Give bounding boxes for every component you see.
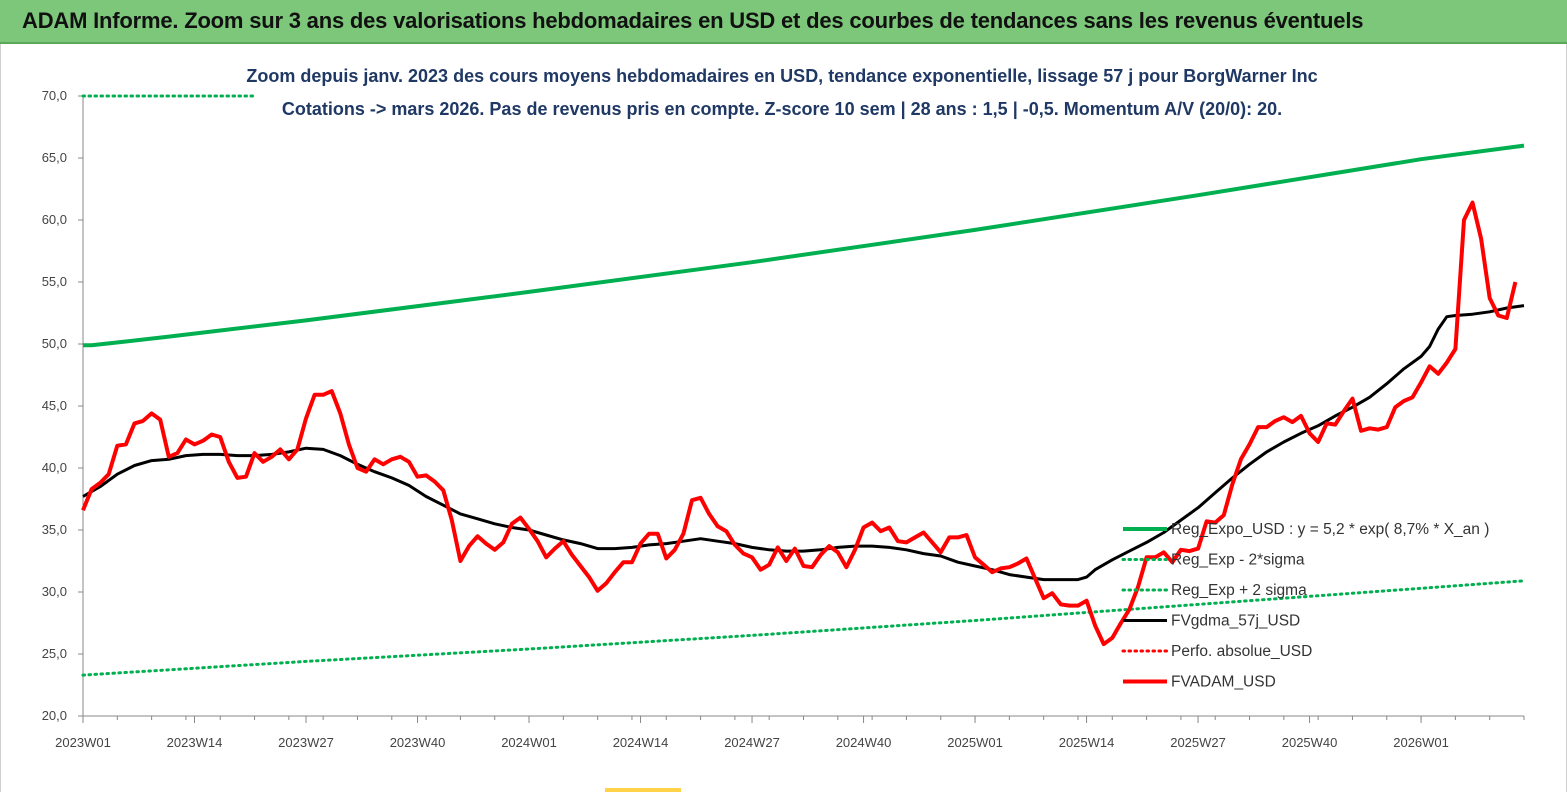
x-tick-label: 2024W14	[613, 735, 669, 750]
line-chart: 20,0 25,0 30,0 35,0 40,0 45,0 50,0 55,0 60,0 65,0…	[42, 58, 1526, 750]
report-banner: ADAM Informe. Zoom sur 3 ans des valoris…	[0, 0, 1567, 44]
y-tick-label: 55,0	[42, 274, 67, 289]
y-tick-label: 35,0	[42, 522, 67, 537]
x-tick-label: 2023W01	[55, 735, 111, 750]
legend-label: FVgdma_57j_USD	[1171, 613, 1300, 630]
legend-label: Reg_Exp + 2 sigma	[1171, 582, 1307, 599]
y-tick-label: 70,0	[42, 88, 67, 103]
y-tick-label: 65,0	[42, 150, 67, 165]
x-tick-label: 2023W40	[390, 735, 446, 750]
axes: 20,0 25,0 30,0 35,0 40,0 45,0 50,0 55,0 60,0 65,0…	[42, 88, 1525, 750]
chart-title-backdrop	[256, 58, 1306, 124]
y-tick-label: 50,0	[42, 336, 67, 351]
series-lines	[81, 94, 1526, 677]
series-line	[83, 143, 1525, 348]
y-tick-label: 40,0	[42, 460, 67, 475]
x-tick-label: 2025W27	[1170, 735, 1226, 750]
y-tick-label: 20,0	[42, 708, 67, 723]
x-tick-label: 2024W27	[724, 735, 780, 750]
x-tick-label: 2024W40	[836, 735, 892, 750]
x-tick-label: 2025W14	[1059, 735, 1115, 750]
y-tick-label: 60,0	[42, 212, 67, 227]
y-tick-label: 30,0	[42, 584, 67, 599]
series-line	[81, 200, 1518, 647]
legend-label: Reg_Exp - 2*sigma	[1171, 552, 1305, 569]
chart-title-line1: Zoom depuis janv. 2023 des cours moyens …	[246, 66, 1317, 86]
x-tick-label: 2023W14	[167, 735, 223, 750]
x-tick-label: 2023W27	[278, 735, 334, 750]
x-tick-label: 2025W40	[1282, 735, 1338, 750]
y-tick-label: 25,0	[42, 646, 67, 661]
chart-title-line2: Cotations -> mars 2026. Pas de revenus p…	[282, 99, 1282, 119]
x-tick-label: 2026W01	[1393, 735, 1449, 750]
x-tick-label: 2024W01	[501, 735, 557, 750]
legend-label: Perfo. absolue_USD	[1171, 643, 1312, 660]
chart-area: 20,0 25,0 30,0 35,0 40,0 45,0 50,0 55,0 60,0 65,0…	[0, 44, 1567, 792]
report-title: ADAM Informe. Zoom sur 3 ans des valoris…	[22, 8, 1364, 33]
legend: Reg_Expo_USD : y = 5,2 * exp( 8,7% * X_a…	[1121, 521, 1489, 691]
x-tick-label: 2025W01	[947, 735, 1003, 750]
y-tick-label: 45,0	[42, 398, 67, 413]
legend-label: FVADAM_USD	[1171, 674, 1276, 691]
bottom-accent	[605, 788, 681, 792]
legend-label: Reg_Expo_USD : y = 5,2 * exp( 8,7% * X_a…	[1171, 521, 1489, 538]
series-line	[81, 579, 1526, 677]
